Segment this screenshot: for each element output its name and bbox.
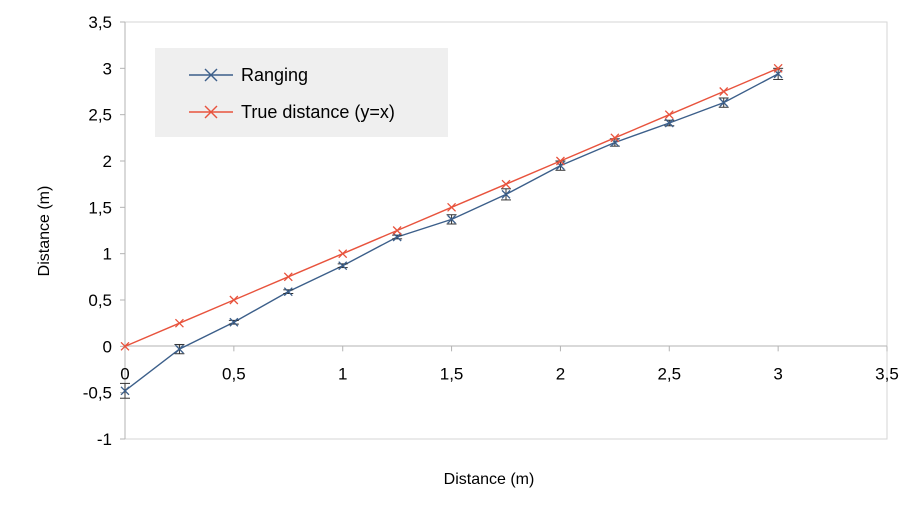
legend-box — [155, 48, 448, 137]
data-point — [773, 63, 783, 73]
marker-stroke — [174, 344, 184, 354]
data-point — [229, 295, 239, 305]
data-point — [610, 133, 620, 143]
data-point — [555, 156, 565, 166]
legend-items: Ranging True distance (y=x) — [189, 65, 395, 122]
data-point — [447, 214, 457, 224]
marker-stroke — [120, 341, 130, 351]
marker-stroke — [447, 202, 457, 212]
y-axis-title: Distance (m) — [36, 186, 53, 277]
data-point — [392, 226, 402, 235]
marker-stroke — [120, 386, 130, 396]
marker-stroke — [174, 318, 184, 328]
y-tick-label: 1 — [103, 245, 112, 264]
marker-stroke — [719, 98, 729, 108]
axis-ticks: 0 0,5 1 1,5 2 2,5 3 3,5 -1 -0,5 0 0,5 1 1,5 2 2,5 3 3,5 — [83, 13, 899, 449]
x-tick-label: 2,5 — [657, 364, 681, 383]
x-tick-label: 3,5 — [875, 364, 899, 383]
marker-stroke — [392, 226, 402, 235]
marker-stroke — [447, 214, 457, 224]
x-tick-label: 2 — [556, 364, 565, 383]
marker-stroke — [338, 261, 348, 271]
data-point — [229, 317, 239, 327]
data-point — [338, 249, 348, 259]
marker-stroke — [283, 272, 293, 282]
data-point — [664, 110, 674, 120]
data-point — [120, 386, 130, 396]
y-tick-label: 0,5 — [88, 291, 112, 310]
marker-stroke — [204, 105, 218, 119]
marker-stroke — [392, 232, 402, 242]
marker-stroke — [338, 249, 348, 259]
data-point — [719, 98, 729, 108]
marker-stroke — [204, 68, 218, 82]
data-point — [283, 287, 293, 297]
marker-stroke — [501, 179, 511, 189]
legend-label: Ranging — [241, 65, 308, 85]
legend-marker — [204, 68, 218, 82]
marker-stroke — [610, 133, 620, 143]
legend-marker — [204, 105, 218, 119]
marker-stroke — [773, 63, 783, 73]
marker-stroke — [664, 110, 674, 120]
x-axis-title: Distance (m) — [444, 471, 535, 488]
y-tick-label: 3,5 — [88, 13, 112, 32]
x-tick-label: 0,5 — [222, 364, 246, 383]
marker-stroke — [719, 87, 729, 96]
marker-stroke — [501, 189, 511, 199]
legend: Ranging True distance (y=x) — [155, 48, 448, 137]
data-point — [392, 232, 402, 242]
marker-stroke — [555, 156, 565, 166]
x-tick-label: 3 — [773, 364, 782, 383]
data-point — [501, 189, 511, 199]
data-point — [664, 118, 674, 128]
y-tick-label: 2,5 — [88, 106, 112, 125]
y-tick-label: 2 — [103, 152, 112, 171]
y-tick-label: 3 — [103, 59, 112, 78]
marker-stroke — [283, 287, 293, 297]
series-true-distance — [120, 63, 783, 351]
marker-stroke — [229, 317, 239, 327]
marker-stroke — [664, 118, 674, 128]
legend-label: True distance (y=x) — [241, 102, 395, 122]
data-point — [283, 272, 293, 282]
data-point — [501, 179, 511, 189]
y-tick-label: 0 — [103, 337, 112, 356]
series-layer — [120, 63, 784, 399]
marker-stroke — [229, 295, 239, 305]
data-point — [174, 344, 184, 354]
data-point — [120, 341, 130, 351]
data-point — [338, 261, 348, 271]
y-tick-label: -0,5 — [83, 384, 112, 403]
x-tick-label: 1 — [338, 364, 347, 383]
data-point — [174, 318, 184, 328]
x-tick-label: 1,5 — [440, 364, 464, 383]
data-point — [447, 202, 457, 212]
y-tick-label: 1,5 — [88, 198, 112, 217]
y-tick-label: -1 — [97, 430, 112, 449]
data-point — [719, 87, 729, 96]
x-tick-label: 0 — [120, 364, 129, 383]
